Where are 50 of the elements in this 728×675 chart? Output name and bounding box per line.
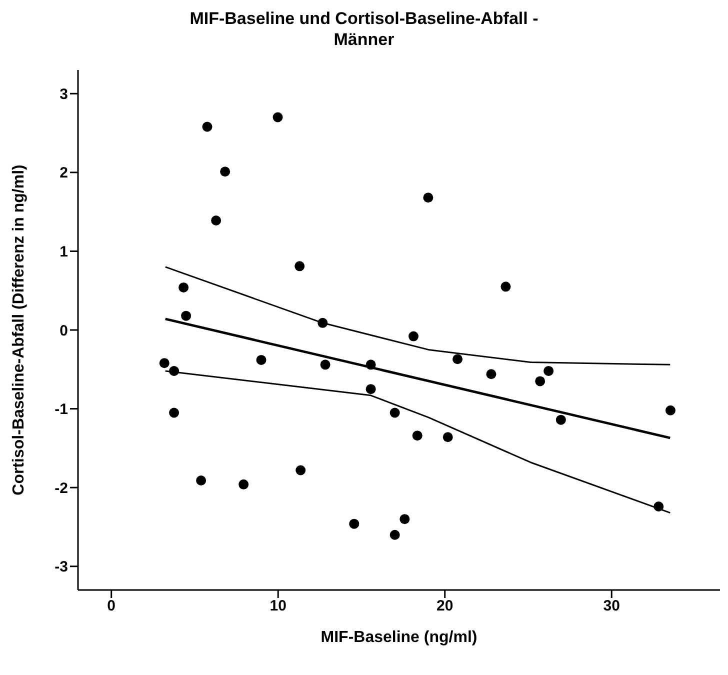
x-axis-title: MIF-Baseline (ng/ml) xyxy=(320,629,478,646)
y-tick-label: -3 xyxy=(54,558,68,576)
y-tick-label: -2 xyxy=(54,480,68,497)
y-tick-label: -1 xyxy=(54,401,68,418)
point xyxy=(196,475,206,486)
point xyxy=(220,166,230,177)
y-tick-label: 2 xyxy=(60,164,68,182)
x-tick-label: 0 xyxy=(107,598,116,615)
point xyxy=(390,408,400,418)
chart-title: MIF-Baseline und Cortisol-Baseline-Abfall - Männer xyxy=(188,8,540,50)
point xyxy=(486,369,496,380)
point xyxy=(178,282,189,292)
point xyxy=(169,366,180,376)
point xyxy=(256,354,266,365)
point xyxy=(535,376,546,386)
x-tick-label: 20 xyxy=(436,598,454,615)
point xyxy=(500,282,511,292)
point xyxy=(159,358,170,368)
point xyxy=(452,354,463,364)
point xyxy=(169,408,180,418)
line-series xyxy=(164,266,671,366)
point xyxy=(390,530,400,540)
y-axis-title: Cortisol-Baseline-Abfall (Differenz in ng/ml) xyxy=(10,164,28,496)
point xyxy=(320,360,330,370)
point xyxy=(556,414,566,425)
point xyxy=(349,518,360,529)
point xyxy=(211,215,222,226)
point xyxy=(272,112,283,122)
point xyxy=(202,122,212,132)
point xyxy=(412,430,422,441)
x-tick-label: 30 xyxy=(603,598,620,615)
point xyxy=(442,432,453,442)
y-tick-label: 1 xyxy=(60,244,68,261)
point xyxy=(238,479,249,490)
point xyxy=(318,318,328,328)
point xyxy=(423,192,434,203)
point xyxy=(544,366,554,376)
y-tick-label: 0 xyxy=(60,322,68,340)
point xyxy=(181,310,192,321)
point xyxy=(294,261,305,272)
point xyxy=(400,514,410,524)
y-tick-label: 3 xyxy=(60,86,68,103)
point xyxy=(366,360,376,370)
point xyxy=(296,465,306,476)
point xyxy=(665,405,676,416)
point xyxy=(408,331,419,342)
point xyxy=(654,501,664,512)
x-tick-label: 10 xyxy=(270,598,286,615)
point xyxy=(366,384,376,394)
line-series xyxy=(164,370,671,514)
